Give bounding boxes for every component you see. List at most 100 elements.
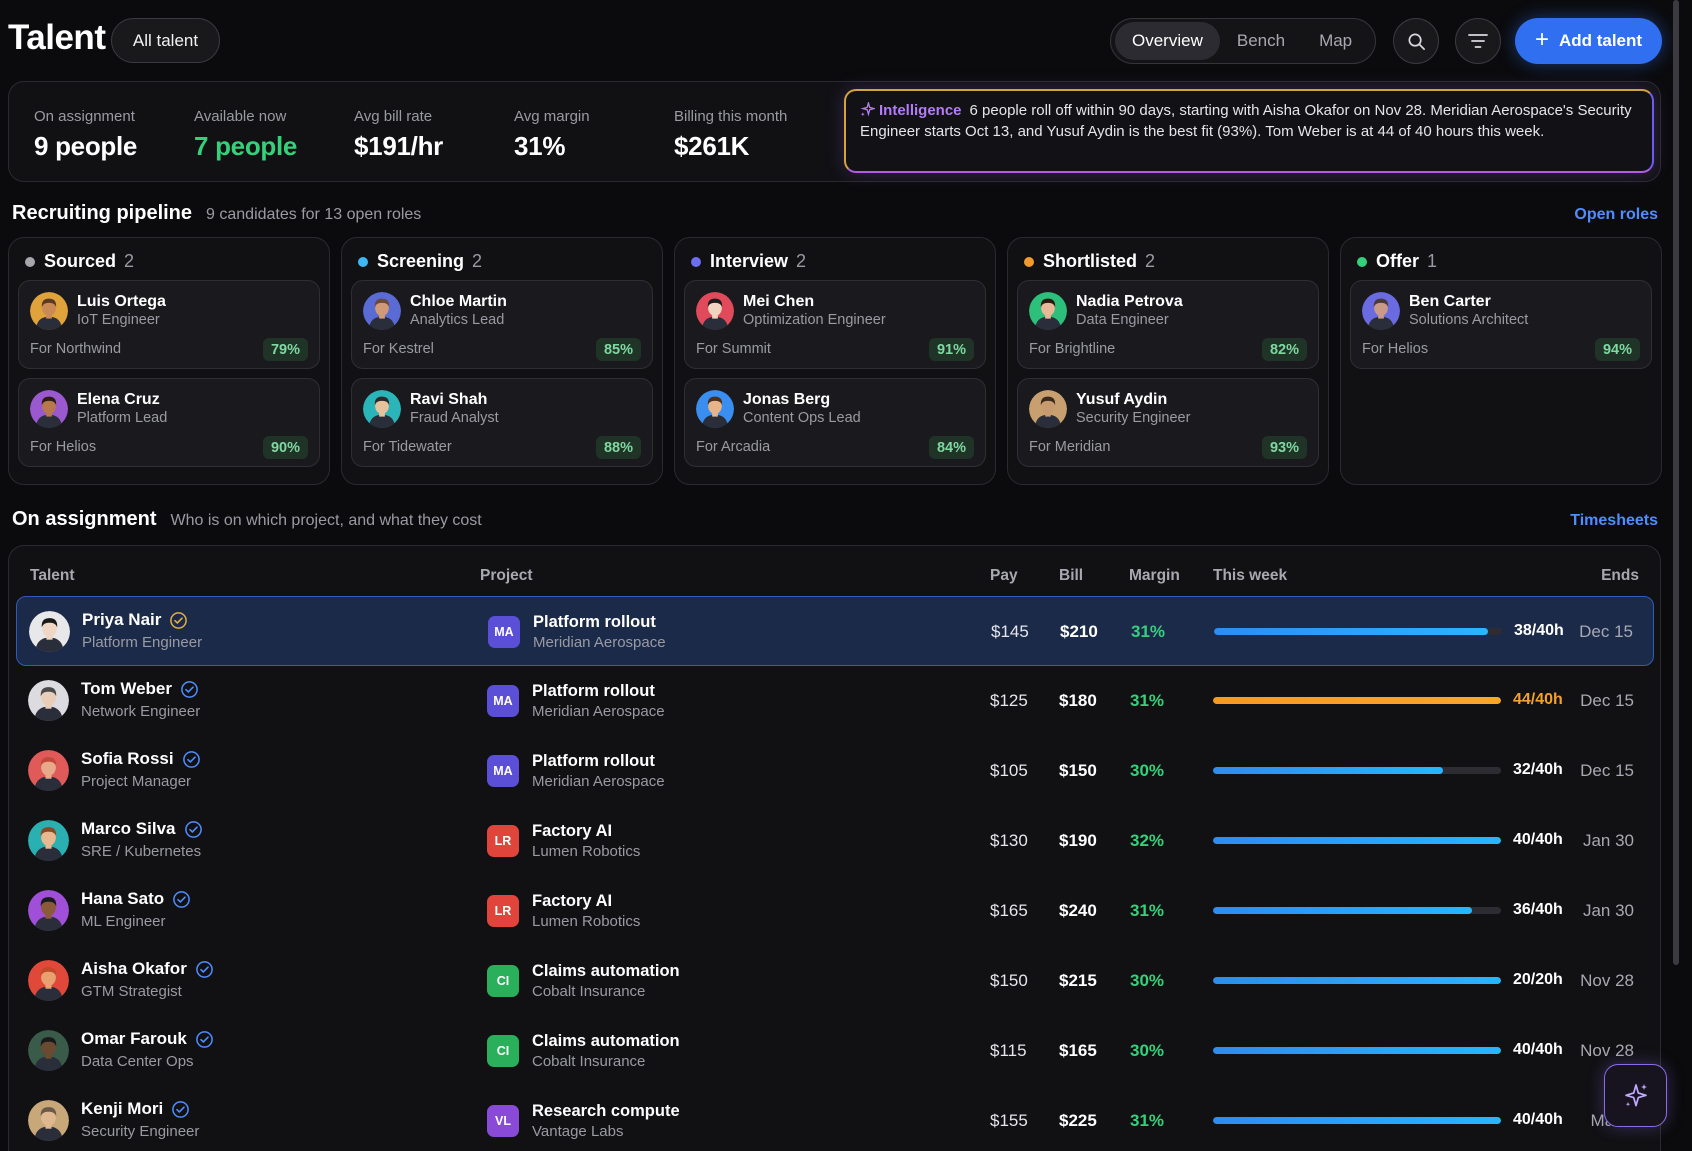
column-count: 2 [124,251,135,271]
search-button[interactable] [1393,18,1439,64]
stat-value: 9 people [34,131,138,161]
candidate-card[interactable]: Mei Chen Optimization Engineer For Summit 9… [684,280,986,369]
project-name[interactable]: Platform rollout [532,682,655,700]
hours-progress-fill [1213,1117,1501,1124]
stat-value: 7 people [194,131,298,161]
column-count: 2 [796,251,807,271]
stat-billing-this-month: Billing this month $261K [674,108,787,162]
project-name[interactable]: Research compute [532,1102,680,1120]
column-title: Shortlisted [1043,251,1138,271]
hours-progress-bar [1213,1117,1501,1124]
candidate-card[interactable]: Luis Ortega IoT Engineer For Northwind 79% [18,280,320,369]
view-tabs: Overview Bench Map [1110,18,1376,64]
plus-icon: + [1534,26,1549,53]
project-name[interactable]: Factory AI [532,822,613,840]
column-header-this-week[interactable]: This week [1213,567,1288,584]
stat-label: Billing this month [674,108,788,125]
talent-name-cell: Marco Silva [81,819,203,839]
open-roles-link[interactable]: Open roles [1574,206,1658,223]
candidate-client: For Summit [696,341,771,357]
avatar [28,820,69,861]
talent-role: SRE / Kubernetes [81,843,202,860]
stat-avg-margin: Avg margin 31% [514,108,590,162]
column-header-ends[interactable]: Ends [1601,567,1639,584]
table-row[interactable]: Kenji Mori Security Engineer VL Research co… [16,1086,1654,1151]
candidate-card[interactable]: Yusuf Aydin Security Engineer For Meridian… [1017,378,1319,467]
project-name[interactable]: Claims automation [532,962,680,980]
stat-avg-bill-rate: Avg bill rate $191/hr [354,108,443,162]
avatar [1029,390,1067,428]
table-row[interactable]: Tom Weber Network Engineer MA Platform roll… [16,666,1654,736]
column-header-bill[interactable]: Bill [1059,567,1084,584]
margin-value: 32% [1130,831,1165,850]
talent-role: Network Engineer [81,703,201,720]
column-header-project[interactable]: Project [480,567,533,584]
project-name[interactable]: Claims automation [532,1032,680,1050]
hours-progress-bar [1213,767,1501,774]
candidate-card[interactable]: Elena Cruz Platform Lead For Helios 90% [18,378,320,467]
bill-rate: $210 [1060,622,1098,641]
match-score-badge: 91% [928,338,974,361]
verified-check-icon [181,680,198,698]
hours-this-week: 44/40h [1513,691,1563,708]
timesheets-link[interactable]: Timesheets [1570,512,1658,529]
status-dot [25,256,35,267]
assignment-title: On assignment [12,508,157,530]
candidate-card[interactable]: Jonas Berg Content Ops Lead For Arcadia 84% [684,378,986,467]
stat-value: 31% [514,131,566,161]
pay-rate: $155 [990,1111,1028,1130]
end-date: Jan 30 [1582,901,1634,920]
filter-button[interactable] [1455,18,1501,64]
intelligence-insight[interactable]: Intelligence 6 people roll off within 90 … [844,89,1654,173]
talent-name-cell: Omar Farouk [81,1029,214,1049]
pipeline-column-offer: Offer 1 Ben Carter Solutions Architect For H… [1340,237,1662,485]
stat-on-assignment: On assignment 9 people [34,108,137,162]
pay-rate: $115 [990,1041,1027,1060]
client-badge: VL [487,1105,519,1137]
tab-overview[interactable]: Overview [1115,22,1220,60]
tab-bench[interactable]: Bench [1236,31,1286,50]
stat-available-now: Available now 7 people [194,108,297,162]
talent-role: Security Engineer [81,1123,200,1140]
project-name[interactable]: Platform rollout [533,613,656,631]
column-header-pay[interactable]: Pay [990,567,1018,584]
match-score-badge: 94% [1594,338,1640,361]
candidate-card[interactable]: Chloe Martin Analytics Lead For Kestrel 85% [351,280,653,369]
pay-rate: $105 [990,761,1028,780]
table-row[interactable]: Omar Farouk Data Center Ops CI Claims autom… [16,1016,1654,1086]
pipeline-column-shortlisted: Shortlisted 2 Nadia Petrova Data Engineer Fo… [1007,237,1329,485]
column-header-margin[interactable]: Margin [1129,567,1180,584]
column-header-talent[interactable]: Talent [30,567,75,584]
page-scrollbar[interactable] [1673,0,1679,965]
table-row[interactable]: Aisha Okafor GTM Strategist CI Claims autom… [16,946,1654,1016]
project-name[interactable]: Factory AI [532,892,613,910]
match-score-badge: 85% [595,338,641,361]
candidate-client: For Brightline [1029,341,1116,357]
match-score-badge: 90% [262,436,308,459]
candidate-card[interactable]: Nadia Petrova Data Engineer For Brightline… [1017,280,1319,369]
add-talent-button[interactable]: + Add talent [1515,18,1662,64]
end-date: Nov 28 [1580,1041,1634,1060]
candidate-card[interactable]: Ben Carter Solutions Architect For Helios 9… [1350,280,1652,369]
project-name[interactable]: Platform rollout [532,752,655,770]
table-row[interactable]: Hana Sato ML Engineer LR Factory AI Lumen Ro… [16,876,1654,946]
table-row[interactable]: Sofia Rossi Project Manager MA Platform rol… [16,736,1654,806]
table-row[interactable]: Priya Nair Platform Engineer MA Platform ro… [16,596,1654,666]
candidate-card[interactable]: Ravi Shah Fraud Analyst For Tidewater 88% [351,378,653,467]
status-dot [358,256,368,267]
hours-progress-fill [1213,837,1501,844]
pipeline-column-interview: Interview 2 Mei Chen Optimization Engineer F… [674,237,996,485]
top-bar: Talent All talent Overview Bench Map + A… [0,0,1692,82]
avatar [1029,292,1067,330]
margin-value: 31% [1130,1111,1165,1130]
table-row[interactable]: Marco Silva SRE / Kubernetes LR Factory AI L… [16,806,1654,876]
ai-assistant-button[interactable] [1604,1064,1667,1127]
stat-label: Avg margin [514,108,590,125]
all-talent-filter-button[interactable]: All talent [111,18,220,63]
candidate-role: IoT Engineer [77,312,160,328]
status-dot [1357,256,1367,267]
client-badge: LR [487,825,519,857]
talent-role: ML Engineer [81,913,166,930]
tab-map[interactable]: Map [1319,31,1353,50]
candidate-client: For Meridian [1029,439,1111,455]
